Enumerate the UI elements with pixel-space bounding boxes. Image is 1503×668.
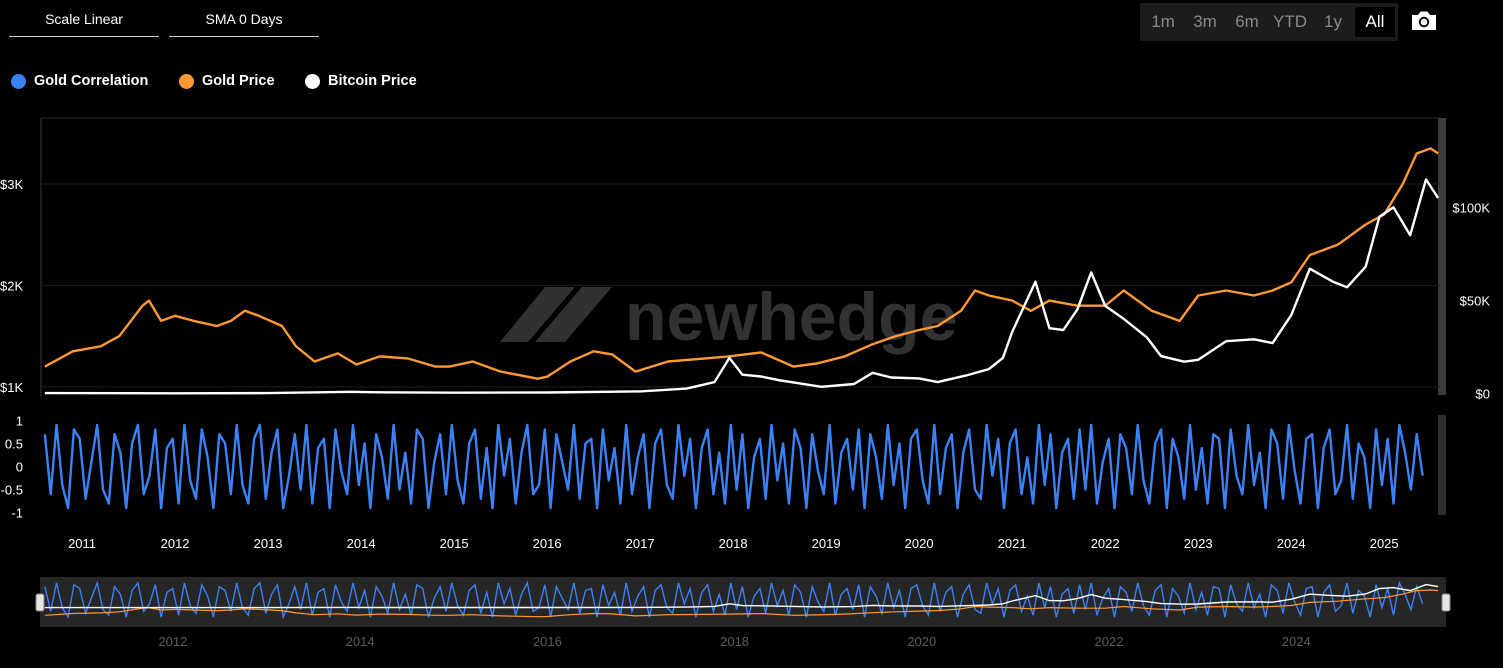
gold-price-line [44, 147, 1439, 380]
range-1m-button[interactable]: 1m [1151, 12, 1175, 31]
navigator-tick-label: 2022 [1095, 634, 1124, 649]
x-axis-tick-label: 2022 [1091, 536, 1120, 551]
navigator-tick-label: 2012 [158, 634, 187, 649]
x-axis-tick-label: 2012 [161, 536, 190, 551]
x-axis-tick-label: 2020 [905, 536, 934, 551]
navigator-gold-line [44, 589, 1439, 618]
x-axis-tick-label: 2018 [719, 536, 748, 551]
watermark: newhedge [500, 279, 958, 355]
legend-bitcoin-price[interactable]: Bitcoin Price [305, 71, 417, 91]
legend-label: Gold Price [202, 73, 275, 89]
sma-days-button[interactable]: SMA 0 Days [169, 8, 319, 37]
series [43, 147, 1440, 510]
x-axis-tick-label: 2011 [68, 536, 96, 551]
gold-correlation-line [43, 423, 1424, 510]
navigator-tick-label: 2018 [720, 634, 749, 649]
legend-gold-price[interactable]: Gold Price [179, 71, 275, 91]
legend-label: Gold Correlation [34, 73, 149, 89]
navigator-right-handle[interactable] [1441, 593, 1451, 612]
correlation-axis-tick-label: 1 [16, 413, 23, 428]
watermark-logo-icon-part [535, 287, 612, 342]
legend-gold-correlation[interactable]: Gold Correlation [11, 71, 148, 91]
correlation-scrollbar[interactable] [1438, 415, 1446, 515]
legend-dot-gold-correlation [11, 73, 26, 89]
navigator[interactable]: 2012 2014 2016 2018 2020 2022 2024 [35, 577, 1451, 649]
range-all-button[interactable]: All [1355, 7, 1395, 37]
navigator-window[interactable] [40, 577, 1446, 627]
x-axis-tick-label: 2016 [533, 536, 562, 551]
axes: $1K $2K $3K $0 $50K $100K 1 0.5 0 -0.5 -1 2011 2012 2… [0, 177, 1490, 551]
navigator-tick-label: 2020 [907, 634, 936, 649]
legend-dot-bitcoin-price [305, 73, 320, 89]
x-axis-tick-label: 2025 [1370, 536, 1399, 551]
right-axis-tick-label: $0 [1476, 386, 1490, 401]
watermark-text: newhedge [625, 279, 958, 355]
watermark-logo-icon [500, 287, 575, 342]
navigator-tick-label: 2016 [533, 634, 562, 649]
x-axis-tick-label: 2021 [998, 536, 1027, 551]
x-axis-tick-label: 2015 [440, 536, 469, 551]
x-axis-tick-label: 2014 [347, 536, 376, 551]
left-axis-tick-label: $2K [0, 278, 23, 293]
legend-dot-gold-price [179, 73, 194, 89]
x-axis-tick-label: 2023 [1184, 536, 1213, 551]
camera-icon[interactable] [1409, 8, 1439, 34]
range-selector: 1m 3m 6m YTD 1y All [1140, 3, 1398, 41]
x-axis-tick-label: 2024 [1277, 536, 1306, 551]
x-axis-tick-label: 2017 [626, 536, 655, 551]
navigator-tick-label: 2014 [346, 634, 375, 649]
correlation-axis-tick-label: -1 [11, 506, 23, 521]
grid [40, 117, 1446, 515]
scale-linear-button[interactable]: Scale Linear [9, 8, 159, 37]
right-axis-tick-label: $100K [1452, 200, 1490, 215]
x-axis-tick-label: 2013 [254, 536, 283, 551]
left-axis-tick-label: $3K [0, 177, 23, 192]
left-axis-tick-label: $1K [0, 380, 23, 395]
correlation-axis-tick-label: -0.5 [1, 483, 23, 498]
navigator-bitcoin-line [44, 583, 1439, 609]
range-6m-button[interactable]: 6m [1235, 12, 1259, 31]
correlation-axis-tick-label: 0 [16, 460, 23, 475]
navigator-left-handle[interactable] [35, 593, 45, 612]
correlation-axis-tick-label: 0.5 [5, 436, 23, 451]
main-scrollbar[interactable] [1438, 118, 1446, 395]
navigator-tick-label: 2024 [1282, 634, 1311, 649]
bitcoin-price-line [44, 178, 1440, 395]
range-1y-button[interactable]: 1y [1324, 12, 1342, 31]
x-axis-tick-label: 2019 [812, 536, 841, 551]
navigator-correlation-line [44, 580, 1424, 620]
legend-label: Bitcoin Price [328, 73, 417, 89]
range-ytd-button[interactable]: YTD [1273, 12, 1307, 31]
right-axis-tick-label: $50K [1460, 293, 1491, 308]
range-3m-button[interactable]: 3m [1193, 12, 1217, 31]
